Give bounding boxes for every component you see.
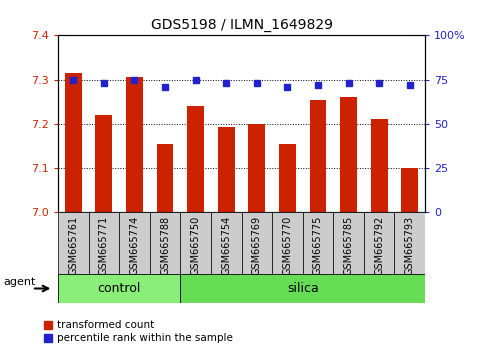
Bar xyxy=(242,212,272,274)
Bar xyxy=(180,212,211,274)
Bar xyxy=(156,144,173,212)
Bar xyxy=(333,212,364,274)
Legend: transformed count, percentile rank within the sample: transformed count, percentile rank withi… xyxy=(44,320,233,343)
Bar xyxy=(65,73,82,212)
Bar xyxy=(364,212,395,274)
Text: GSM665761: GSM665761 xyxy=(68,216,78,275)
Bar xyxy=(96,115,112,212)
Bar xyxy=(211,212,242,274)
Bar xyxy=(218,127,235,212)
Bar xyxy=(401,168,418,212)
Bar xyxy=(371,120,387,212)
Bar xyxy=(310,99,327,212)
Text: GSM665775: GSM665775 xyxy=(313,216,323,275)
Text: GSM665774: GSM665774 xyxy=(129,216,140,275)
Text: silica: silica xyxy=(287,282,319,295)
Bar xyxy=(58,212,88,274)
Bar xyxy=(272,212,303,274)
Bar xyxy=(126,78,143,212)
Text: control: control xyxy=(98,282,141,295)
Text: agent: agent xyxy=(3,277,35,287)
Bar xyxy=(180,274,425,303)
Bar xyxy=(88,212,119,274)
Bar xyxy=(150,212,180,274)
Text: GSM665792: GSM665792 xyxy=(374,216,384,275)
Bar xyxy=(340,97,357,212)
Text: GSM665788: GSM665788 xyxy=(160,216,170,275)
Text: GSM665770: GSM665770 xyxy=(283,216,292,275)
Bar xyxy=(279,144,296,212)
Bar xyxy=(303,212,333,274)
Title: GDS5198 / ILMN_1649829: GDS5198 / ILMN_1649829 xyxy=(151,18,332,32)
Text: GSM665771: GSM665771 xyxy=(99,216,109,275)
Text: GSM665793: GSM665793 xyxy=(405,216,415,275)
Bar xyxy=(119,212,150,274)
Text: GSM665769: GSM665769 xyxy=(252,216,262,275)
Bar xyxy=(58,274,180,303)
Bar xyxy=(248,124,265,212)
Text: GSM665785: GSM665785 xyxy=(343,216,354,275)
Text: GSM665754: GSM665754 xyxy=(221,216,231,275)
Bar xyxy=(187,106,204,212)
Bar xyxy=(395,212,425,274)
Text: GSM665750: GSM665750 xyxy=(191,216,200,275)
